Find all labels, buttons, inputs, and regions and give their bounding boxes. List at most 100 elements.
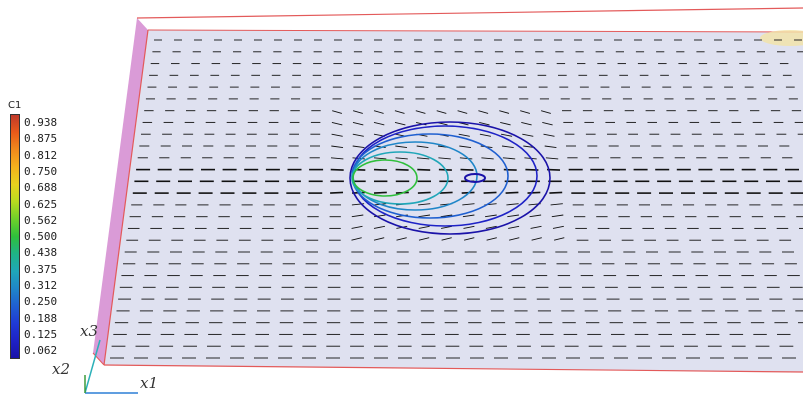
velocity-vector [542,121,553,126]
velocity-vector [373,121,385,126]
velocity-vector [396,237,407,241]
legend-label: 0.562 [24,213,58,227]
velocity-vector [458,133,470,137]
legend-label: 0.625 [24,197,58,211]
velocity-vector [462,214,475,218]
x1-axis-label: x1 [140,374,159,392]
concentration-patch [760,30,803,46]
velocity-vector [351,214,364,218]
velocity-vector [463,237,475,241]
velocity-vector [394,110,405,114]
velocity-vector [352,145,365,149]
velocity-vector [507,214,519,218]
velocity-vector [418,225,430,229]
velocity-vector [544,145,557,149]
velocity-vector [373,110,384,114]
velocity-vector [331,133,343,137]
velocity-vector [501,133,513,137]
velocity-vector [417,191,431,194]
velocity-vector [440,214,453,218]
velocity-vector [351,225,363,229]
velocity-vector [503,168,517,171]
legend-label: 0.812 [24,148,58,162]
velocity-vector [373,191,387,194]
velocity-vector [460,168,474,171]
velocity-vector [552,225,564,229]
velocity-vector [417,168,431,171]
plate-edge-side-bottom [92,352,105,366]
velocity-vector [506,203,519,206]
velocity-vector [529,214,542,218]
velocity-vector [330,157,344,160]
velocity-vector [463,225,475,229]
velocity-vector [415,110,426,114]
legend-label: 0.438 [24,246,58,260]
velocity-vector [500,121,511,126]
concentration-contour [351,151,449,205]
velocity-vector [418,203,431,206]
x3-axis-label: x3 [80,322,99,340]
velocity-vector [373,237,385,241]
legend-label: 0.062 [24,344,58,358]
velocity-vector [531,237,542,241]
concentration-contour [349,121,551,235]
velocity-vector [462,203,475,206]
velocity-vector [418,237,430,241]
velocity-vector [459,157,473,160]
legend-color-bar [10,114,20,359]
velocity-vector [483,191,497,194]
velocity-vector [395,157,408,160]
velocity-vector [553,237,565,241]
velocity-vector [331,145,344,149]
velocity-vector [373,168,388,171]
velocity-vector [521,121,532,126]
legend-label: 0.312 [24,279,58,292]
x3-axis-line [84,339,101,394]
velocity-vector [550,203,563,206]
legend-label: 0.750 [24,164,58,178]
concentration-core [464,173,486,183]
velocity-vector [508,225,520,229]
velocity-vector [352,133,364,137]
velocity-vector [330,191,344,194]
velocity-vector [332,110,343,114]
plate-edge-top-front [147,29,803,33]
velocity-vector [522,133,534,137]
velocity-vector-field [110,39,803,359]
velocity-vector [502,157,516,160]
velocity-vector [352,110,363,114]
velocity-vector [499,110,510,114]
velocity-vector [330,168,344,171]
velocity-vector [527,191,541,194]
legend-label: 0.500 [24,230,58,244]
x2-axis-label: x2 [52,360,71,378]
plate-top-face [104,30,803,372]
velocity-vector [457,110,468,114]
concentration-contour [352,159,418,197]
velocity-vector [485,214,497,218]
plate-side-face [93,18,148,365]
velocity-vector [481,157,494,160]
concentration-contours [349,121,551,235]
velocity-vector [441,237,452,241]
velocity-vector [459,145,472,149]
velocity-vector [501,145,514,149]
velocity-vector [438,157,451,160]
velocity-vector [482,168,496,171]
velocity-vector [508,237,520,241]
legend-label: 0.375 [24,262,58,276]
velocity-vector [543,133,555,137]
velocity-vector [479,121,490,126]
legend-label: 0.125 [24,327,58,341]
velocity-vector [351,237,362,241]
legend-label: 0.188 [24,311,58,325]
velocity-vector [394,121,406,126]
velocity-vector [549,191,563,194]
coordinate-triad [84,339,138,394]
legend-label: 0.688 [24,181,58,195]
velocity-vector [479,133,491,137]
velocity-vector [551,214,564,218]
velocity-vector [416,145,429,149]
plate-edge-bottom [103,364,803,373]
